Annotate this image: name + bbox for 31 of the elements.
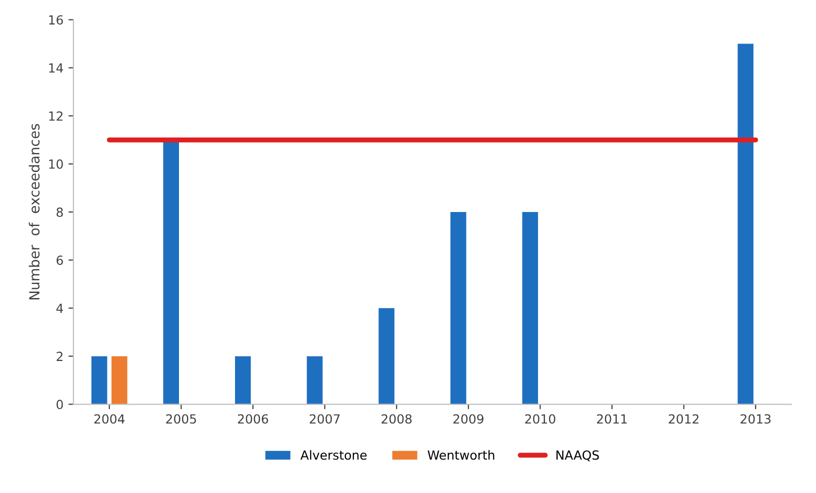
- y-tick-label: 2: [56, 352, 62, 361]
- x-tick-label: 2006: [238, 414, 268, 424]
- y-tick-label: 0: [56, 400, 63, 410]
- x-tick-label: 2011: [597, 414, 627, 424]
- bar: [112, 356, 128, 404]
- legend-label: NAAQS: [556, 450, 599, 462]
- bar: [378, 308, 394, 404]
- y-tick-label: 12: [49, 111, 62, 121]
- y-tick-label: 4: [56, 304, 64, 313]
- bar: [306, 356, 323, 404]
- y-axis-title: Number of exceedances: [28, 124, 40, 300]
- y-tick-label: 8: [56, 207, 63, 217]
- bar: [235, 356, 251, 404]
- x-tick-label: 2007: [310, 414, 340, 424]
- x-tick-label: 2009: [453, 414, 484, 424]
- x-tick-label: 2005: [166, 414, 196, 424]
- x-tick-label: 2013: [740, 414, 771, 424]
- legend-label: Wentworth: [428, 450, 494, 460]
- bar: [522, 212, 538, 404]
- x-tick-label: 2010: [525, 414, 556, 424]
- y-tick-label: 16: [49, 15, 63, 25]
- bar: [450, 212, 466, 404]
- y-tick-label: 6: [56, 256, 63, 265]
- x-tick-label: 2012: [668, 414, 698, 424]
- x-tick-label: 2008: [382, 414, 412, 424]
- bar: [91, 356, 108, 404]
- y-tick-label: 14: [49, 63, 64, 73]
- legend-label: Alverstone: [300, 450, 367, 460]
- y-tick-label: 10: [49, 159, 63, 169]
- bar: [738, 44, 754, 404]
- x-tick-label: 2004: [94, 414, 125, 424]
